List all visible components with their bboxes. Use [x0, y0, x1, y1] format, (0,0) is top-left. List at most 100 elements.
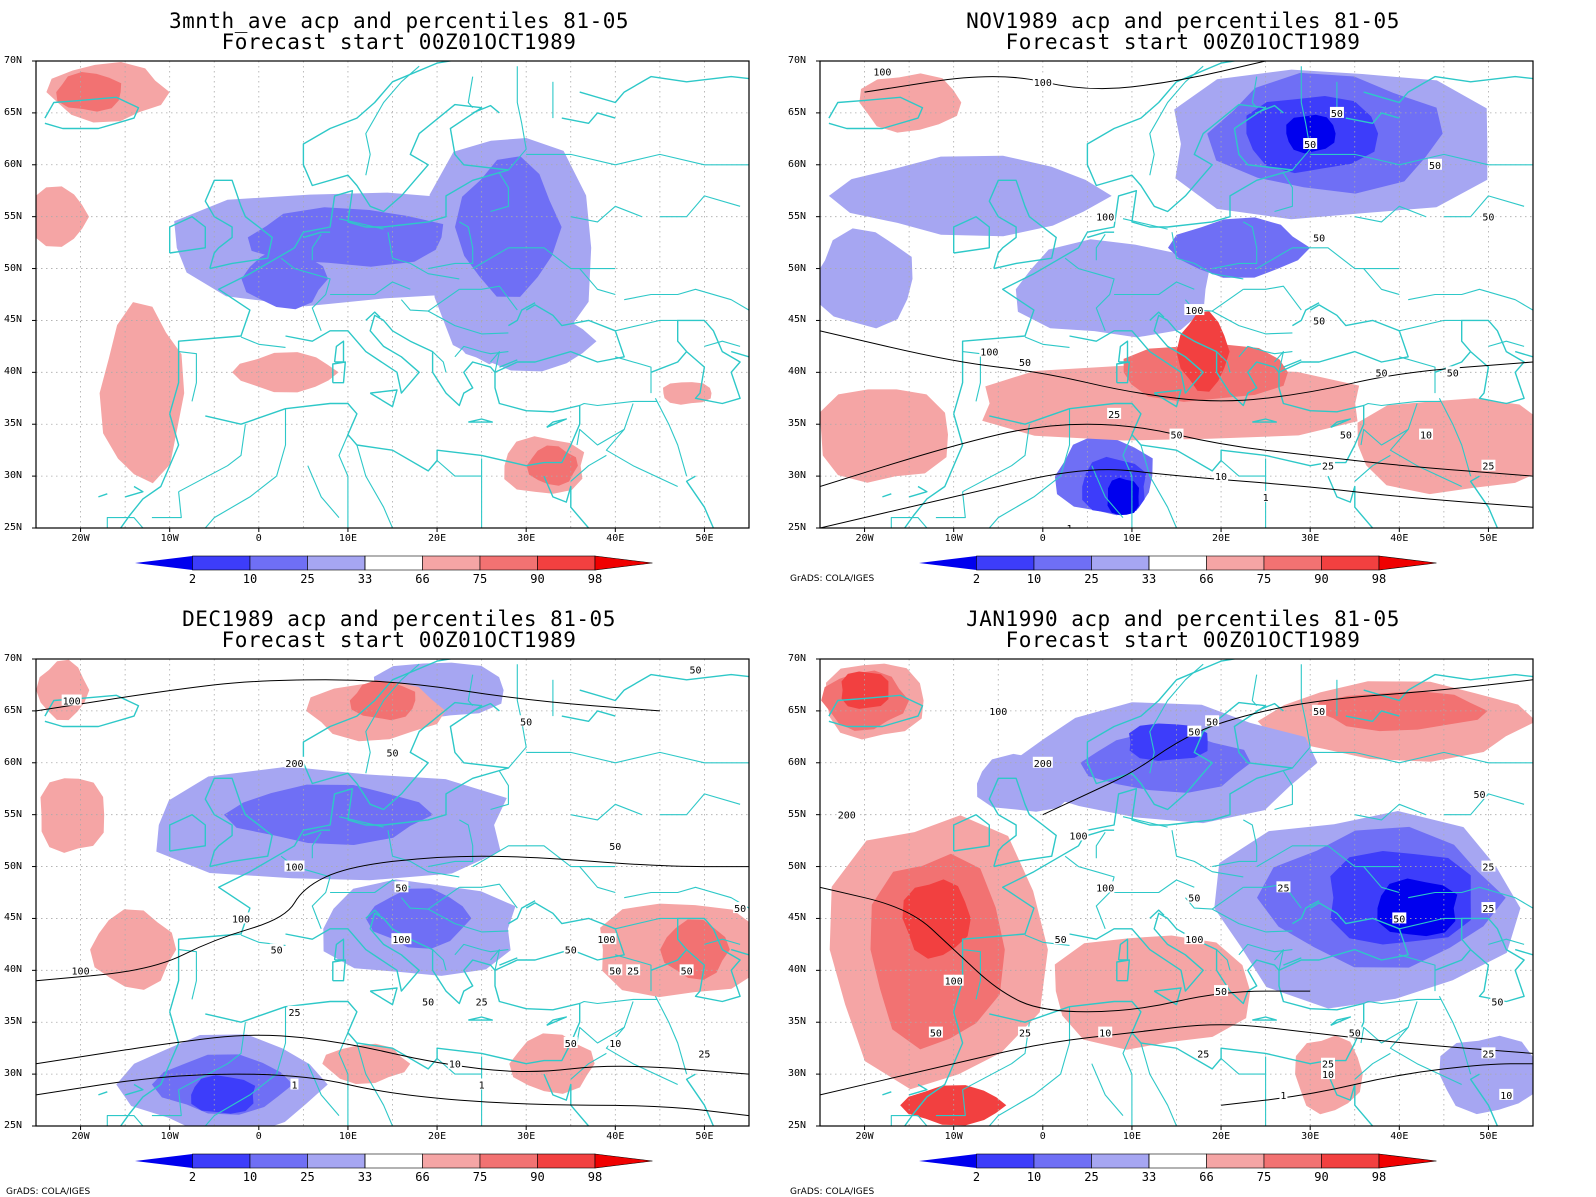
contour-line: [36, 855, 749, 982]
contour-label: 50: [1313, 707, 1325, 718]
contour-label-bg: [1065, 522, 1074, 528]
border-line: [490, 351, 500, 373]
longitude-label: 10W: [160, 533, 179, 544]
longitude-label: 20E: [1212, 533, 1231, 544]
latitude-label: 35N: [788, 1016, 807, 1028]
coastline: [285, 304, 625, 407]
border-line: [1360, 403, 1418, 446]
colorbar-arrow-right: [1378, 555, 1437, 571]
coastline: [468, 418, 493, 423]
colorbar-label: 75: [1256, 572, 1272, 586]
colorbar-arrow-right: [594, 1153, 653, 1169]
border-line: [1251, 76, 1258, 109]
contour-label: 50: [271, 946, 283, 957]
contour-label-bg: [1427, 158, 1442, 170]
contour-label: 25: [1482, 863, 1494, 874]
coastline: [508, 900, 536, 925]
coastline: [1117, 938, 1129, 961]
border-line: [427, 908, 509, 933]
longitude-label: 30E: [517, 1131, 536, 1142]
colorbar-segment: [307, 1153, 366, 1169]
border-line: [427, 310, 509, 335]
border-line: [1184, 886, 1244, 910]
border-line: [1140, 1042, 1178, 1126]
contour-label: 100: [1034, 78, 1052, 89]
border-line: [307, 1063, 340, 1116]
percentile-region: [191, 1075, 256, 1114]
longitude-label: 50E: [1479, 1131, 1498, 1142]
coastline: [989, 970, 1365, 1070]
border-line: [467, 674, 474, 707]
colorbar-arrow-right: [594, 555, 653, 571]
border-line: [1212, 221, 1258, 270]
contour-label-bg: [697, 1047, 712, 1059]
border-line: [1114, 281, 1195, 296]
percentile-region: [349, 680, 416, 721]
contour-label: 100: [1069, 831, 1087, 842]
contour-label-bg: [391, 933, 412, 945]
colorbar-segment: [1263, 1153, 1322, 1169]
longitude-label: 10W: [944, 1131, 963, 1142]
map-content: 100 50 50 200 50 50 100 50 100 100 50 100 100 50 50 50 2…: [36, 659, 749, 1126]
coastline: [124, 1083, 144, 1096]
coastline: [1256, 104, 1284, 114]
map-svg: [32, 60, 750, 571]
contour-label-bg: [688, 663, 703, 675]
border-line: [935, 491, 966, 519]
contour-label: 100: [1096, 883, 1114, 894]
border-line: [704, 938, 741, 945]
latitude-label: 40N: [4, 964, 23, 976]
border-line: [615, 319, 678, 332]
border-line: [178, 949, 197, 1000]
colorbar-segment: [976, 555, 1035, 571]
contour-label-bg: [1095, 210, 1116, 222]
colorbar-segment: [364, 1153, 423, 1169]
percentile-region: [1015, 239, 1210, 338]
contour-label-bg: [1205, 715, 1220, 727]
coastline: [332, 959, 346, 982]
coastline: [650, 319, 741, 405]
border-line: [1408, 886, 1533, 909]
border-line: [1488, 938, 1525, 945]
border-line: [1211, 908, 1293, 933]
colorbar-arrow-left: [135, 1154, 193, 1168]
border-line: [1095, 233, 1106, 261]
border-line: [365, 65, 420, 176]
contour-label: 25: [1482, 462, 1494, 473]
contour-label-bg: [284, 756, 305, 768]
contour-label: 10: [1215, 472, 1227, 483]
contour-label: 25: [1322, 1060, 1334, 1071]
border-line: [432, 351, 447, 373]
longitude-label: 20W: [855, 1131, 874, 1142]
longitude-label: 0: [255, 533, 262, 544]
border-line: [1389, 1027, 1462, 1085]
latitude-label: 50N: [4, 860, 23, 872]
border-line: [106, 1115, 144, 1126]
coastline: [543, 475, 590, 528]
contour-label-bg: [1472, 787, 1487, 799]
border-line: [1140, 444, 1178, 528]
coastline: [953, 659, 1294, 1012]
border-line: [579, 400, 658, 407]
contour-label: 25: [288, 1008, 300, 1019]
longitude-label: 10E: [1122, 1131, 1141, 1142]
border-line: [338, 218, 384, 230]
map-frame: [35, 658, 750, 1127]
contour-label-bg: [626, 964, 641, 976]
contour-label: 50: [1215, 987, 1227, 998]
border-line: [570, 205, 643, 223]
border-line: [988, 408, 1071, 528]
border-line: [1149, 65, 1204, 176]
border-line: [962, 424, 1030, 493]
border-line: [178, 1022, 246, 1091]
contour-label: 10: [609, 1039, 621, 1050]
border-line: [962, 351, 981, 402]
border-line: [338, 1032, 349, 1126]
contour-label: 100: [232, 914, 250, 925]
colorbar-segment: [1091, 1153, 1150, 1169]
colorbar-label: 33: [1141, 572, 1157, 586]
border-line: [178, 351, 197, 402]
contour-label: 50: [690, 665, 702, 676]
contour-label-bg: [608, 1036, 623, 1048]
latitude-label: 65N: [4, 704, 23, 716]
